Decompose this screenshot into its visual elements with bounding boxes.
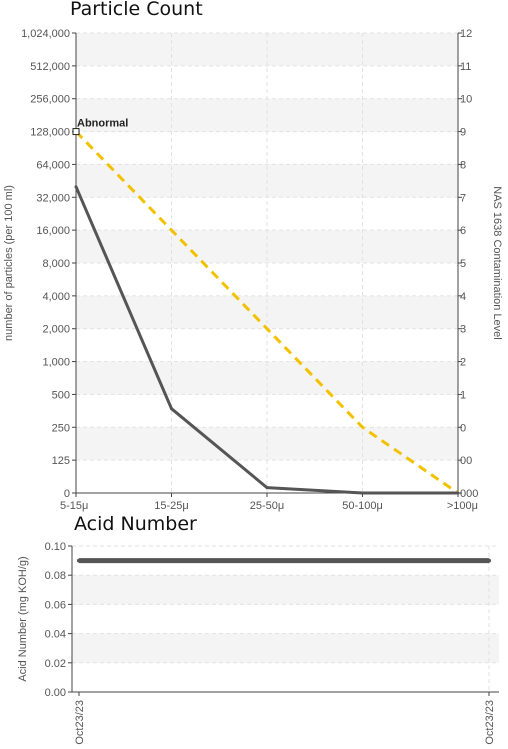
y2-tick-label: 10 (460, 94, 472, 106)
limit-line (74, 130, 459, 495)
y2-tick-label: 0 (460, 422, 466, 434)
y2-tick-label: 6 (460, 225, 466, 237)
y-tick-label: 0.04 (45, 629, 66, 641)
x-tick-label: >100μ (447, 500, 478, 512)
x-tick-label: 15-25μ (154, 500, 188, 512)
particle-point (265, 486, 269, 490)
x-tick-label: Oct23/23 (74, 700, 86, 745)
y-tick-label: 0 (64, 488, 70, 500)
x-tick-label: 25-50μ (250, 500, 284, 512)
particle-count-title: Particle Count (70, 0, 203, 20)
y-tick-label: 0.10 (45, 541, 66, 553)
acid-number-title: Acid Number (74, 513, 197, 535)
y-tick-label: 0.08 (45, 570, 66, 582)
y-tick-label: 4,000 (42, 291, 70, 303)
y-tick-label: 8,000 (42, 258, 70, 270)
acid-point (487, 558, 491, 563)
y-axis-label: Acid Number (mg KOH/g) (17, 556, 29, 681)
particle-point (74, 185, 78, 189)
grid-band (72, 633, 499, 663)
abnormal-marker (72, 128, 80, 136)
y-tick-label: 0.00 (45, 687, 66, 699)
grid-band (72, 575, 499, 605)
y-tick-label: 32,000 (36, 192, 70, 204)
particle-point (170, 407, 173, 411)
y2-tick-label: 11 (460, 61, 471, 73)
x-tick-label: 50-100μ (342, 500, 383, 512)
y-tick-label: 64,000 (36, 159, 70, 171)
y2-tick-label: 2 (460, 357, 466, 369)
y-tick-label: 512,000 (30, 61, 70, 73)
y-tick-label: 500 (52, 389, 70, 401)
y-tick-label: 1,000 (42, 357, 70, 369)
y-tick-label: 128,000 (30, 127, 70, 139)
x-tick-label: Oct23/23 (484, 700, 496, 745)
y-tick-label: 256,000 (30, 94, 70, 106)
particle-point (361, 491, 364, 495)
y-tick-label: 16,000 (36, 225, 70, 237)
y2-tick-label: 4 (460, 291, 466, 303)
acid-point (77, 558, 81, 563)
y2-tick-label: 7 (460, 192, 466, 204)
y2-tick-label: 8 (460, 159, 466, 171)
x-tick-label: 5-15μ (60, 500, 88, 512)
y2-tick-label: 00 (460, 455, 472, 467)
y2-tick-label: 1 (460, 389, 466, 401)
y-tick-label: 250 (52, 422, 70, 434)
y2-axis-label: NAS 1638 Contamination Level (491, 186, 503, 339)
y-tick-label: 0.02 (45, 658, 66, 670)
particle-point (456, 491, 460, 495)
y2-tick-label: 000 (460, 488, 478, 500)
y-tick-label: 2,000 (42, 324, 70, 336)
y-tick-label: 125 (52, 455, 70, 467)
y2-tick-label: 5 (460, 258, 466, 270)
y2-tick-label: 3 (460, 324, 466, 336)
y2-tick-label: 12 (460, 28, 472, 40)
y-tick-label: 0.06 (45, 599, 66, 611)
abnormal-annotation: Abnormal (77, 118, 128, 130)
y-axis-label: number of particles (per 100 ml) (3, 185, 15, 341)
y-tick-label: 1,024,000 (21, 28, 70, 40)
y2-tick-label: 9 (460, 127, 466, 139)
